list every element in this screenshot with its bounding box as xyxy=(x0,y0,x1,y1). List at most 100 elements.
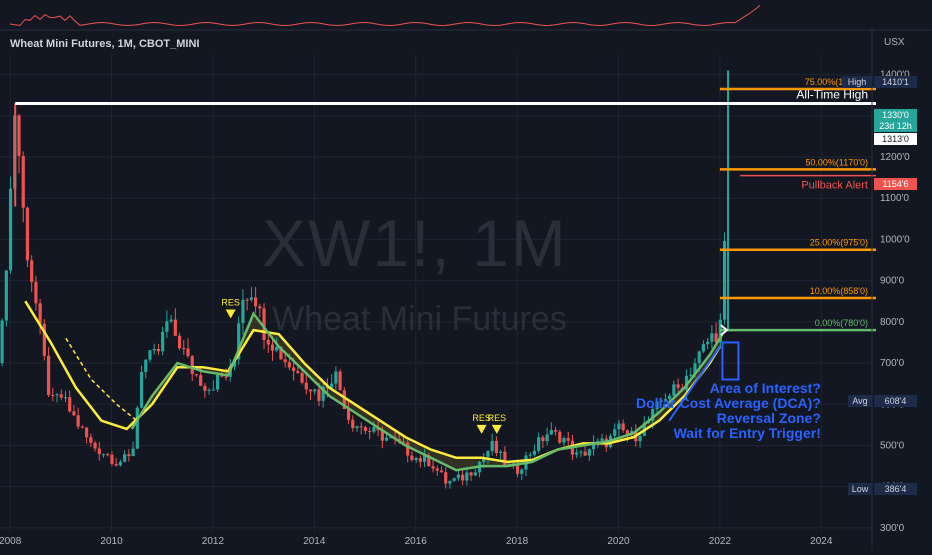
candle-body xyxy=(444,472,448,484)
zone-annotation: Area of Interest? Dollar Cost Average (D… xyxy=(636,381,821,441)
candle-body xyxy=(8,188,13,271)
res-triangle-icon xyxy=(491,424,502,434)
candle-body xyxy=(515,463,520,474)
moving-averages xyxy=(24,300,724,472)
ma-line-yellow-dashed xyxy=(65,337,138,422)
candle-body xyxy=(241,299,245,324)
candle-body xyxy=(439,470,444,473)
ma-line-yellow xyxy=(24,300,721,464)
candle-body xyxy=(46,355,51,395)
candle-body xyxy=(199,375,203,386)
candle-body xyxy=(207,389,211,391)
label-fib-0: 0.00%(780'0) xyxy=(815,318,868,328)
candle-body xyxy=(245,299,249,301)
candle-body xyxy=(156,348,161,352)
candle-body xyxy=(308,389,313,392)
candle-body xyxy=(194,374,199,376)
candle-body xyxy=(135,407,139,449)
candle-body xyxy=(655,401,659,409)
candle-body xyxy=(101,454,106,456)
candle-body xyxy=(389,437,393,439)
horizontal-levels[interactable]: 75.00%(1365'0) 50.00%(1170'0) 25.00%(975'0… xyxy=(15,77,876,422)
x-tick-label: 2010 xyxy=(100,536,123,547)
candle-body xyxy=(638,435,642,442)
candle-body xyxy=(215,374,220,390)
candle-body xyxy=(431,466,435,469)
candle-body xyxy=(558,431,562,443)
zone-line-3: Reversal Zone? xyxy=(716,410,821,426)
watermark-name: Wheat Mini Futures xyxy=(272,300,567,338)
current-price-badge: 1330'0 xyxy=(874,109,917,121)
candle-body xyxy=(630,430,634,435)
candle-body xyxy=(672,384,676,396)
y-tick-label: 1400'0 xyxy=(880,70,910,81)
candle-body xyxy=(203,385,207,391)
candle-body xyxy=(372,426,376,432)
candle-body xyxy=(85,427,89,438)
candle-body xyxy=(321,386,325,401)
candle-body xyxy=(97,448,101,455)
low-label-badge: Low xyxy=(848,483,872,495)
candle-body xyxy=(591,441,596,450)
candle-body xyxy=(177,335,182,349)
candle-body xyxy=(351,419,355,428)
candle-body xyxy=(330,383,334,389)
ath-label: All-Time High xyxy=(796,87,868,101)
candle-body xyxy=(334,371,338,384)
candle-body xyxy=(296,371,300,373)
oscillator-line xyxy=(9,4,761,27)
candle-body xyxy=(17,115,21,156)
candle-body xyxy=(266,339,270,345)
candle-body xyxy=(545,434,549,442)
y-tick-label: 900'0 xyxy=(880,276,905,287)
candle-body xyxy=(346,409,351,420)
candle-body xyxy=(262,308,266,340)
res-triangle-icon xyxy=(476,424,487,434)
candle-body xyxy=(317,389,321,401)
currency-label: USX xyxy=(884,37,905,48)
y-tick-label: 1100'0 xyxy=(880,193,909,204)
candle-body xyxy=(300,372,304,383)
symbol-legend[interactable]: Wheat Mini Futures, 1M, CBOT_MINI xyxy=(10,38,200,50)
candle-body xyxy=(131,448,135,457)
candle-body xyxy=(123,454,127,462)
candle-body xyxy=(583,451,587,456)
label-fib-10: 10.00%(858'0) xyxy=(810,286,868,296)
candle-body xyxy=(4,270,8,321)
candle-body xyxy=(25,207,30,261)
candle-body xyxy=(106,454,110,456)
candle-body xyxy=(617,423,621,430)
candle-body xyxy=(663,399,668,401)
res-label: RES xyxy=(221,297,240,307)
candle-body xyxy=(422,455,427,462)
candle-body xyxy=(173,319,177,336)
candle-body xyxy=(72,411,76,416)
y-tick-label: 300'0 xyxy=(880,523,905,534)
candle-body xyxy=(722,240,727,320)
candle-body xyxy=(452,478,456,481)
zone-line-4: Wait for Entry Trigger! xyxy=(673,425,821,441)
candle-body xyxy=(220,374,224,377)
axes: 300'0400'0500'0600'0700'0800'0900'01000'… xyxy=(0,28,932,550)
candle-body xyxy=(537,437,541,451)
candle-body xyxy=(435,468,439,471)
candles xyxy=(0,70,730,489)
y-tick-label: 1200'0 xyxy=(880,152,910,163)
candle-body xyxy=(270,344,275,351)
candle-body xyxy=(80,426,84,428)
res-label: RES xyxy=(488,413,507,423)
candle-body xyxy=(684,375,689,390)
label-fib-25: 25.00%(975'0) xyxy=(810,238,868,248)
candle-body xyxy=(486,451,490,457)
candle-body xyxy=(363,427,368,432)
candle-body xyxy=(553,430,558,432)
watermark-symbol: XW1!, 1M xyxy=(262,206,568,280)
candle-body xyxy=(237,323,241,360)
candle-body xyxy=(110,454,114,464)
candle-body xyxy=(384,437,389,441)
candle-body xyxy=(448,480,452,484)
y-tick-label: 1000'0 xyxy=(880,234,910,245)
candle-body xyxy=(625,430,629,435)
